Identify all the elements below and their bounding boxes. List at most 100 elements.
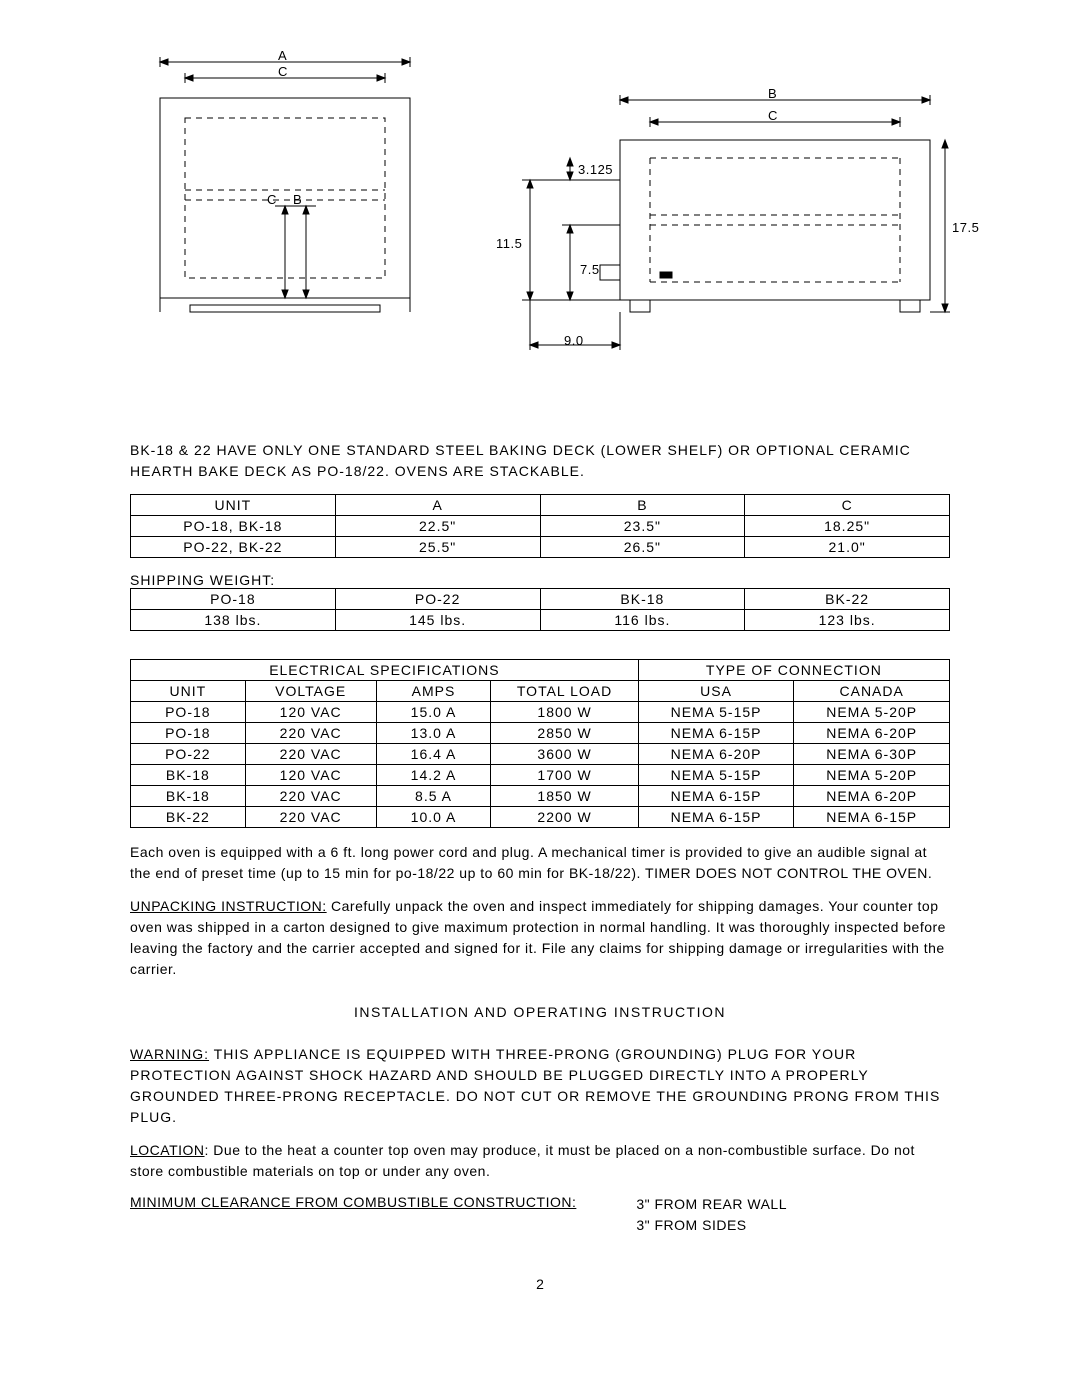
dim-c-left-mid: C	[267, 192, 277, 207]
table-row: PO-18, BK-18 22.5" 23.5" 18.25"	[131, 516, 950, 537]
cell: NEMA 5-20P	[794, 702, 950, 723]
location-paragraph: LOCATION: Due to the heat a counter top …	[130, 1140, 950, 1182]
cell: NEMA 6-15P	[794, 807, 950, 828]
cell: 15.0 A	[376, 702, 491, 723]
table-row: BK-18220 VAC8.5 A1850 WNEMA 6-15PNEMA 6-…	[131, 786, 950, 807]
cell: NEMA 6-15P	[638, 723, 794, 744]
table-row: PO-18 PO-22 BK-18 BK-22	[131, 589, 950, 610]
dim-h1: A	[335, 495, 540, 516]
location-label: LOCATION	[130, 1142, 205, 1158]
cell: CANADA	[794, 681, 950, 702]
table-row: UNIT A B C	[131, 495, 950, 516]
cell: BK-22	[131, 807, 246, 828]
dim-c-right: C	[768, 108, 778, 123]
table-row: BK-22220 VAC10.0 A2200 WNEMA 6-15PNEMA 6…	[131, 807, 950, 828]
cell: PO-18	[131, 702, 246, 723]
cell: 16.4 A	[376, 744, 491, 765]
conn-type-header: TYPE OF CONNECTION	[638, 660, 949, 681]
cell: 1850 W	[491, 786, 638, 807]
cell: PO-22, BK-22	[131, 537, 336, 558]
install-heading: INSTALLATION AND OPERATING INSTRUCTION	[130, 1004, 950, 1020]
deck-note: BK-18 & 22 HAVE ONLY ONE STANDARD STEEL …	[130, 440, 950, 482]
dim-175: 17.5	[952, 220, 979, 235]
dim-h3: C	[745, 495, 950, 516]
table-row: ELECTRICAL SPECIFICATIONS TYPE OF CONNEC…	[131, 660, 950, 681]
clearance-block: MINIMUM CLEARANCE FROM COMBUSTIBLE CONST…	[130, 1194, 950, 1236]
table-row: UNIT VOLTAGE AMPS TOTAL LOAD USA CANADA	[131, 681, 950, 702]
cell: 22.5"	[335, 516, 540, 537]
cell: 25.5"	[335, 537, 540, 558]
location-text: : Due to the heat a counter top oven may…	[130, 1142, 915, 1179]
cell: 2850 W	[491, 723, 638, 744]
cell: 120 VAC	[245, 702, 376, 723]
cell: 220 VAC	[245, 807, 376, 828]
shipping-label: SHIPPING WEIGHT:	[130, 572, 950, 588]
cell: 14.2 A	[376, 765, 491, 786]
technical-diagram: A C C B B C 3.125 11.5 7.5 9.0 17.5	[130, 50, 950, 400]
cell: PO-18	[131, 589, 336, 610]
timer-paragraph: Each oven is equipped with a 6 ft. long …	[130, 842, 950, 884]
cell: BK-18	[131, 786, 246, 807]
cell: NEMA 6-15P	[638, 786, 794, 807]
cell: 120 VAC	[245, 765, 376, 786]
table-row: PO-18220 VAC13.0 A2850 WNEMA 6-15PNEMA 6…	[131, 723, 950, 744]
cell: 1800 W	[491, 702, 638, 723]
cell: TOTAL LOAD	[491, 681, 638, 702]
dim-b-left-mid: B	[293, 192, 302, 207]
cell: BK-18	[131, 765, 246, 786]
cell: VOLTAGE	[245, 681, 376, 702]
dim-115: 11.5	[496, 236, 522, 251]
cell: USA	[638, 681, 794, 702]
dim-c-left-top: C	[278, 64, 288, 79]
elec-spec-header: ELECTRICAL SPECIFICATIONS	[131, 660, 639, 681]
cell: PO-22	[131, 744, 246, 765]
cell: NEMA 6-15P	[638, 807, 794, 828]
dim-90: 9.0	[564, 333, 584, 348]
clearance-rear: 3" FROM REAR WALL	[636, 1194, 787, 1215]
table-row: PO-22, BK-22 25.5" 26.5" 21.0"	[131, 537, 950, 558]
cell: 3600 W	[491, 744, 638, 765]
cell: 145 lbs.	[335, 610, 540, 631]
table-row: PO-22220 VAC16.4 A3600 WNEMA 6-20PNEMA 6…	[131, 744, 950, 765]
unpacking-paragraph: UNPACKING INSTRUCTION: Carefully unpack …	[130, 896, 950, 980]
cell: 220 VAC	[245, 723, 376, 744]
electrical-table: ELECTRICAL SPECIFICATIONS TYPE OF CONNEC…	[130, 659, 950, 828]
cell: 10.0 A	[376, 807, 491, 828]
dim-3125: 3.125	[578, 162, 613, 177]
cell: PO-18	[131, 723, 246, 744]
cell: NEMA 5-15P	[638, 765, 794, 786]
dim-75: 7.5	[580, 262, 600, 277]
table-row: PO-18120 VAC15.0 A1800 WNEMA 5-15PNEMA 5…	[131, 702, 950, 723]
cell: UNIT	[131, 681, 246, 702]
cell: NEMA 6-30P	[794, 744, 950, 765]
cell: 26.5"	[540, 537, 745, 558]
dimensions-table: UNIT A B C PO-18, BK-18 22.5" 23.5" 18.2…	[130, 494, 950, 558]
cell: PO-18, BK-18	[131, 516, 336, 537]
unpacking-label: UNPACKING INSTRUCTION:	[130, 898, 327, 914]
cell: 13.0 A	[376, 723, 491, 744]
cell: AMPS	[376, 681, 491, 702]
table-row: 138 lbs. 145 lbs. 116 lbs. 123 lbs.	[131, 610, 950, 631]
dim-a-left: A	[278, 48, 287, 63]
cell: NEMA 5-15P	[638, 702, 794, 723]
shipping-table: PO-18 PO-22 BK-18 BK-22 138 lbs. 145 lbs…	[130, 588, 950, 631]
cell: NEMA 6-20P	[794, 786, 950, 807]
warning-paragraph: WARNING: THIS APPLIANCE IS EQUIPPED WITH…	[130, 1044, 950, 1128]
table-row: BK-18120 VAC14.2 A1700 WNEMA 5-15PNEMA 5…	[131, 765, 950, 786]
warning-text: THIS APPLIANCE IS EQUIPPED WITH THREE-PR…	[130, 1046, 940, 1125]
cell: 138 lbs.	[131, 610, 336, 631]
cell: 21.0"	[745, 537, 950, 558]
cell: 123 lbs.	[745, 610, 950, 631]
dim-h2: B	[540, 495, 745, 516]
warning-label: WARNING:	[130, 1046, 209, 1062]
dim-h0: UNIT	[131, 495, 336, 516]
cell: 220 VAC	[245, 744, 376, 765]
diagram-svg	[130, 50, 950, 400]
cell: 2200 W	[491, 807, 638, 828]
dim-b-right: B	[768, 86, 777, 101]
cell: 116 lbs.	[540, 610, 745, 631]
cell: BK-18	[540, 589, 745, 610]
cell: NEMA 5-20P	[794, 765, 950, 786]
cell: PO-22	[335, 589, 540, 610]
cell: NEMA 6-20P	[794, 723, 950, 744]
